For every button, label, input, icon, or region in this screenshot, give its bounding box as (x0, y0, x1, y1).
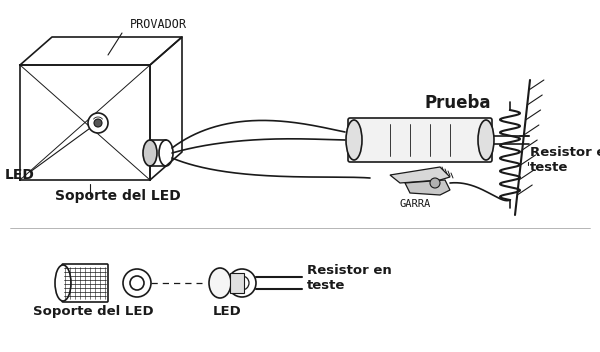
Circle shape (88, 113, 108, 133)
FancyBboxPatch shape (62, 264, 108, 302)
Text: Soporte del LED: Soporte del LED (32, 305, 154, 318)
Polygon shape (405, 180, 450, 195)
Ellipse shape (346, 120, 362, 160)
Ellipse shape (143, 140, 157, 166)
Ellipse shape (55, 265, 71, 301)
Ellipse shape (228, 269, 256, 297)
Bar (230, 273, 244, 293)
Ellipse shape (130, 276, 144, 290)
Circle shape (430, 178, 440, 188)
Text: Soporte del LED: Soporte del LED (55, 189, 181, 203)
FancyBboxPatch shape (348, 118, 492, 162)
Ellipse shape (123, 269, 151, 297)
Text: Prueba: Prueba (425, 94, 491, 112)
Text: LED: LED (212, 305, 241, 318)
Ellipse shape (235, 276, 249, 290)
Circle shape (94, 119, 102, 127)
Text: LED: LED (5, 168, 35, 182)
Ellipse shape (209, 268, 231, 298)
Polygon shape (390, 167, 450, 183)
Text: PROVADOR: PROVADOR (130, 18, 187, 31)
Ellipse shape (478, 120, 494, 160)
Text: Resistor en
teste: Resistor en teste (530, 146, 600, 174)
Text: GARRA: GARRA (400, 199, 431, 209)
Text: Resistor en
teste: Resistor en teste (307, 264, 392, 292)
